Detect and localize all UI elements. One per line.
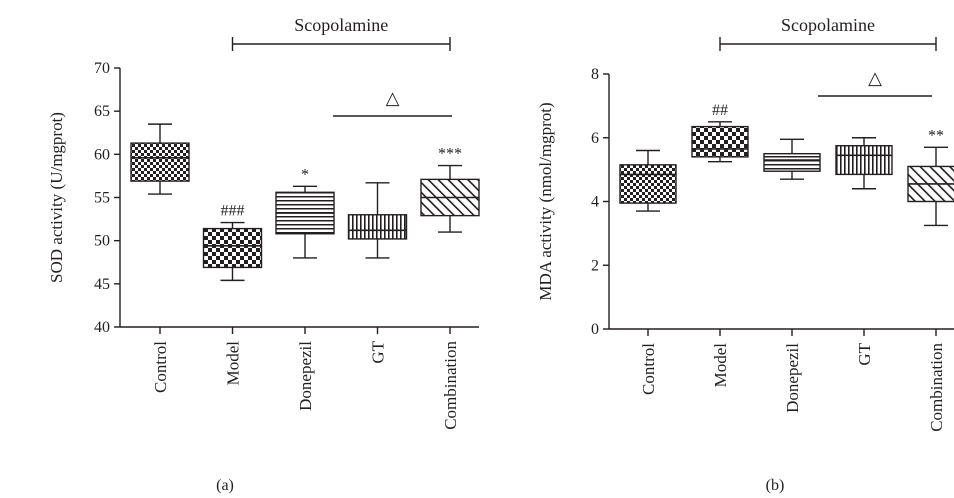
box-donepezil: * bbox=[275, 166, 335, 259]
triangle-icon: △ bbox=[386, 88, 400, 108]
y-tick-label: 50 bbox=[94, 233, 110, 250]
x-tick-label: Donepezil bbox=[783, 343, 802, 413]
significance-mark: ## bbox=[712, 102, 728, 119]
y-tick-label: 8 bbox=[591, 66, 599, 83]
box-iqr bbox=[835, 145, 893, 176]
group-label: Scopolamine bbox=[294, 15, 388, 35]
x-tick-label: Donepezil bbox=[296, 341, 315, 411]
y-tick-label: 45 bbox=[94, 276, 110, 293]
box-donepezil bbox=[763, 138, 821, 180]
box-iqr bbox=[619, 164, 677, 204]
box-iqr bbox=[202, 227, 263, 269]
x-tick-label: Combination bbox=[927, 343, 946, 432]
panel-a: 40 45 50 55 60 65 70 SOD activity (U/mgprot) Con… bbox=[47, 15, 480, 494]
y-axis-label: MDA activity (nmol/mgprot) bbox=[536, 102, 555, 300]
significance-mark: *** bbox=[438, 146, 462, 163]
group-label: Scopolamine bbox=[781, 15, 875, 35]
box-iqr bbox=[130, 142, 190, 182]
significance-mark: ### bbox=[221, 203, 245, 220]
significance-mark: * bbox=[301, 166, 309, 183]
y-tick-label: 0 bbox=[591, 321, 599, 338]
box-iqr bbox=[691, 125, 749, 158]
box-control bbox=[130, 123, 190, 195]
panel-label: (b) bbox=[766, 477, 785, 494]
box-combination: ** bbox=[907, 127, 954, 227]
x-tick-label: Combination bbox=[441, 341, 460, 430]
triangle-icon: △ bbox=[868, 68, 882, 88]
y-tick-label: 4 bbox=[591, 194, 599, 211]
y-tick-label: 6 bbox=[591, 130, 599, 147]
x-tick-label: Model bbox=[224, 341, 243, 386]
box-gt bbox=[835, 137, 893, 190]
y-tick-label: 65 bbox=[94, 103, 110, 120]
y-tick-label: 55 bbox=[94, 190, 110, 207]
y-tick-label: 60 bbox=[94, 146, 110, 163]
box-gt bbox=[347, 182, 408, 259]
box-iqr bbox=[763, 152, 821, 172]
x-tick-label: Control bbox=[151, 341, 170, 393]
box-model: ## bbox=[691, 102, 749, 163]
x-tick-label: Model bbox=[711, 343, 730, 388]
significance-mark: ** bbox=[928, 127, 944, 144]
x-tick-label: GT bbox=[855, 342, 874, 365]
y-tick-label: 2 bbox=[591, 257, 599, 274]
box-control bbox=[619, 149, 677, 212]
box-iqr bbox=[347, 214, 408, 240]
y-tick-label: 70 bbox=[94, 60, 110, 77]
y-tick-label: 40 bbox=[94, 319, 110, 336]
x-tick-label: Control bbox=[639, 343, 658, 395]
y-axis-label: SOD activity (U/mgprot) bbox=[47, 112, 66, 283]
x-tick-label: GT bbox=[369, 340, 388, 363]
panel-b: 0 2 4 6 8 MDA activity (nmol/mgprot) Control Mo… bbox=[536, 15, 954, 494]
box-model: ### bbox=[202, 203, 263, 282]
panel-label: (a) bbox=[216, 477, 234, 494]
box-combination: *** bbox=[420, 146, 480, 233]
